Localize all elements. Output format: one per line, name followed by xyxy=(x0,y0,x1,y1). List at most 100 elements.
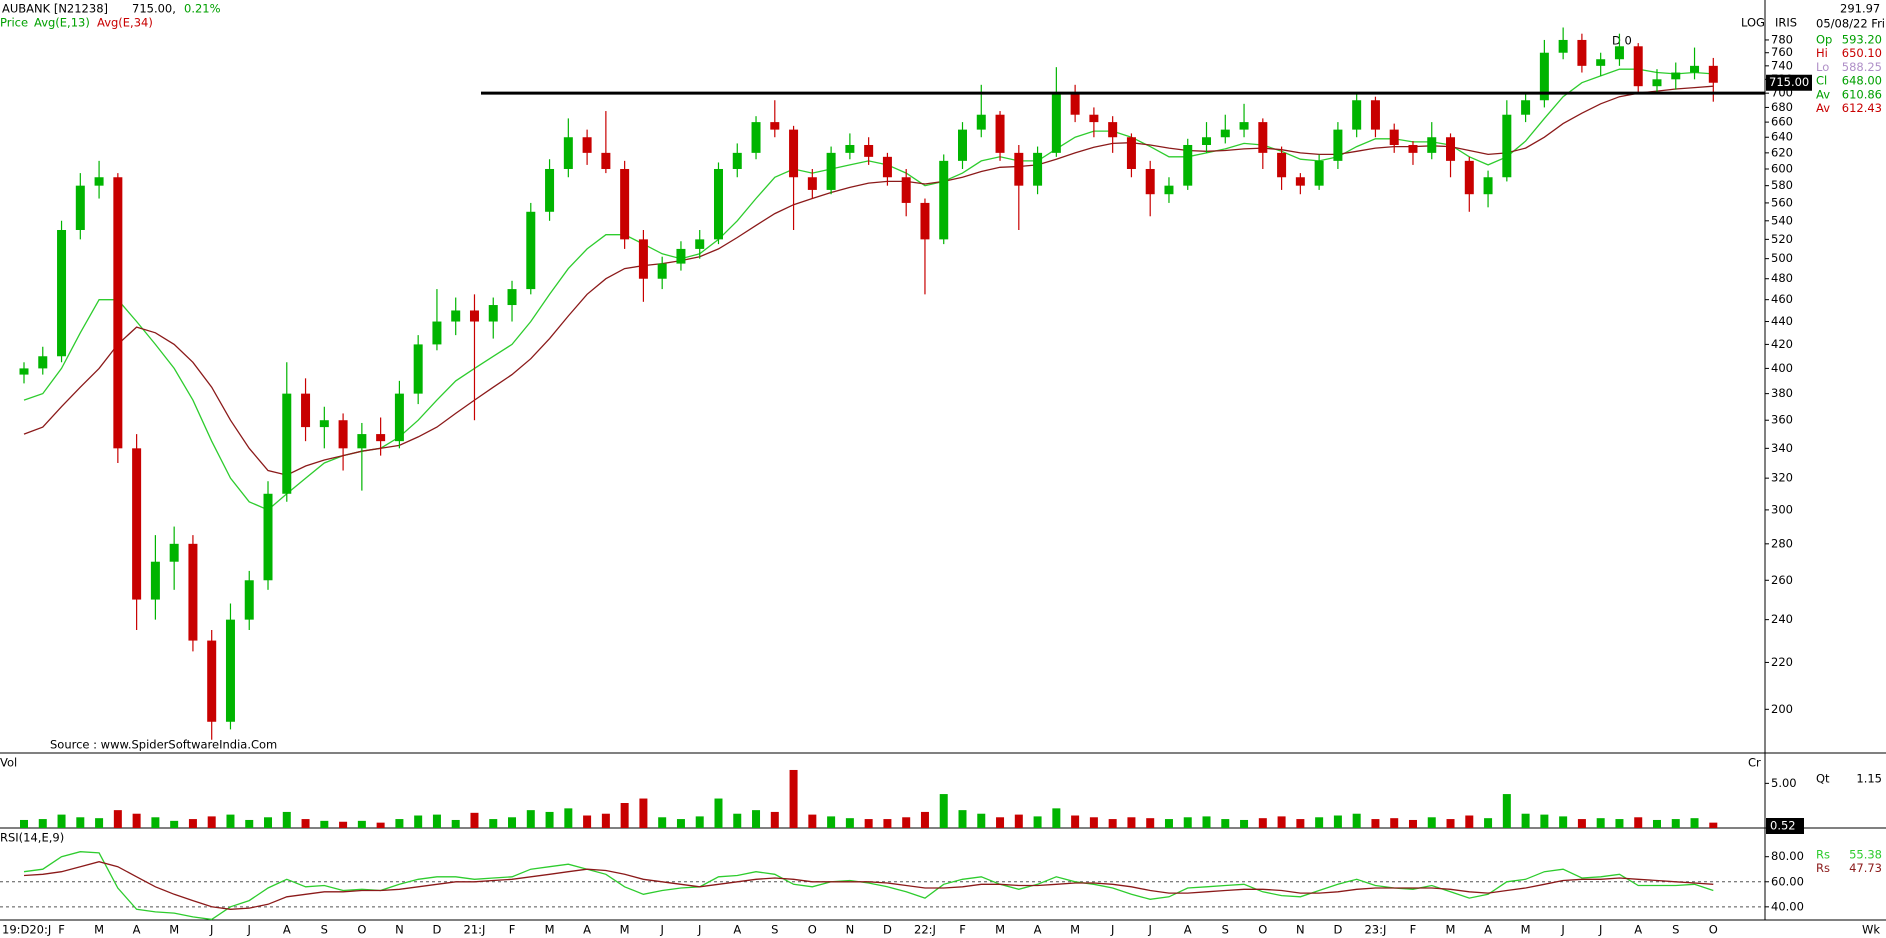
volume-bar xyxy=(1671,819,1680,828)
info-label: IRIS xyxy=(1775,16,1797,30)
volume-bar xyxy=(57,814,66,828)
candle-body xyxy=(1708,65,1718,83)
volume-bar xyxy=(1408,819,1417,828)
candle-body xyxy=(864,144,874,157)
volume-bar xyxy=(264,817,273,828)
volume-bar xyxy=(38,819,47,828)
candle-body xyxy=(1370,100,1380,130)
candle-body xyxy=(1108,122,1118,138)
info-value: 610.86 xyxy=(1842,87,1882,101)
x-tick-label: A xyxy=(1484,923,1492,937)
x-tick-label: A xyxy=(1034,923,1042,937)
info-key: Hi xyxy=(1816,46,1828,60)
candle-body xyxy=(469,310,479,322)
period-label: Wk xyxy=(1862,923,1880,937)
volume-bar xyxy=(827,816,836,828)
candle-body xyxy=(319,420,329,428)
candle-body xyxy=(676,248,686,264)
y-tick-label: 460 xyxy=(1771,292,1793,306)
volume-bar xyxy=(1577,819,1586,828)
volume-bar xyxy=(770,811,779,828)
volume-bar xyxy=(1014,814,1023,828)
x-tick-label: M xyxy=(94,923,104,937)
x-tick-label: J xyxy=(1560,923,1564,937)
volume-bar xyxy=(883,819,892,828)
y-tick-label: 5.00 xyxy=(1771,776,1797,790)
candle-body xyxy=(620,168,630,240)
candle-body xyxy=(225,619,235,722)
x-tick-label: S xyxy=(1222,923,1229,937)
series-value: 47.73 xyxy=(1849,861,1882,875)
volume-bar xyxy=(1127,817,1136,828)
volume-bar xyxy=(620,803,629,828)
candle-body xyxy=(713,168,723,240)
candle-body xyxy=(132,448,142,600)
panel-title: RSI(14,E,9) xyxy=(0,831,64,845)
y-tick-label: 660 xyxy=(1771,115,1793,129)
x-tick-label: D xyxy=(883,923,892,937)
candle-body xyxy=(75,185,85,230)
x-tick-label: 22:J xyxy=(914,923,936,937)
volume-bar xyxy=(1146,818,1155,828)
x-tick-label: S xyxy=(1672,923,1679,937)
volume-bar xyxy=(1634,817,1643,828)
candle-body xyxy=(488,305,498,322)
candle-body xyxy=(1446,137,1456,161)
candle-body xyxy=(1164,185,1174,195)
volume-bar xyxy=(1240,819,1249,828)
info-value: 588.25 xyxy=(1842,60,1882,74)
x-tick-label: 19:D20:J xyxy=(2,923,51,937)
current-label: 0.52 xyxy=(1770,819,1796,833)
scale-label: LOG xyxy=(1741,16,1765,30)
volume-bar xyxy=(113,810,122,828)
volume-bar xyxy=(996,817,1005,828)
change: 0.21% xyxy=(184,2,221,16)
volume-bar xyxy=(339,821,348,828)
candle-body xyxy=(1502,114,1512,178)
y-tick-label: 600 xyxy=(1771,161,1793,175)
volume-bar xyxy=(170,820,179,828)
y-tick-label: 500 xyxy=(1771,251,1793,265)
volume-bar xyxy=(226,814,235,828)
volume-bar xyxy=(1652,819,1661,828)
volume-bar xyxy=(789,769,798,828)
candle-body xyxy=(1408,144,1418,153)
x-tick-label: J xyxy=(1147,923,1151,937)
volume-bar xyxy=(1502,794,1511,828)
volume-bar xyxy=(432,814,441,828)
y-tick-label: 200 xyxy=(1771,702,1793,716)
y-tick-label: 480 xyxy=(1771,271,1793,285)
y-tick-label: 560 xyxy=(1771,195,1793,209)
x-tick-label: A xyxy=(583,923,591,937)
x-tick-label: F xyxy=(509,923,516,937)
candle-body xyxy=(1596,59,1606,66)
candle-body xyxy=(1277,152,1287,178)
y-tick-label: 240 xyxy=(1771,612,1793,626)
series-name: Rs xyxy=(1816,848,1830,862)
volume-bar xyxy=(470,812,479,828)
y-tick-label: 680 xyxy=(1771,100,1793,114)
x-tick-label: O xyxy=(1258,923,1267,937)
series-name: Rs xyxy=(1816,861,1830,875)
info-value: 612.43 xyxy=(1842,101,1882,115)
candle-body xyxy=(207,640,217,722)
candle-body xyxy=(638,239,648,279)
candle-body xyxy=(1070,93,1080,115)
volume-bar xyxy=(1033,816,1042,828)
candle-body xyxy=(94,177,104,186)
x-tick-label: A xyxy=(133,923,141,937)
candle-body xyxy=(1464,160,1474,195)
volume-bar xyxy=(282,811,291,828)
y-tick-label: 280 xyxy=(1771,536,1793,550)
info-value: 648.00 xyxy=(1842,74,1882,88)
candle-body xyxy=(1389,129,1399,145)
volume-bar xyxy=(1559,816,1568,828)
volume-bar xyxy=(1202,816,1211,828)
candle-body xyxy=(150,561,160,600)
y-tick-label: 640 xyxy=(1771,130,1793,144)
volume-bar xyxy=(1183,817,1192,828)
volume-bar xyxy=(1484,818,1493,828)
x-tick-label: D xyxy=(433,923,442,937)
candle-body xyxy=(1690,65,1700,73)
